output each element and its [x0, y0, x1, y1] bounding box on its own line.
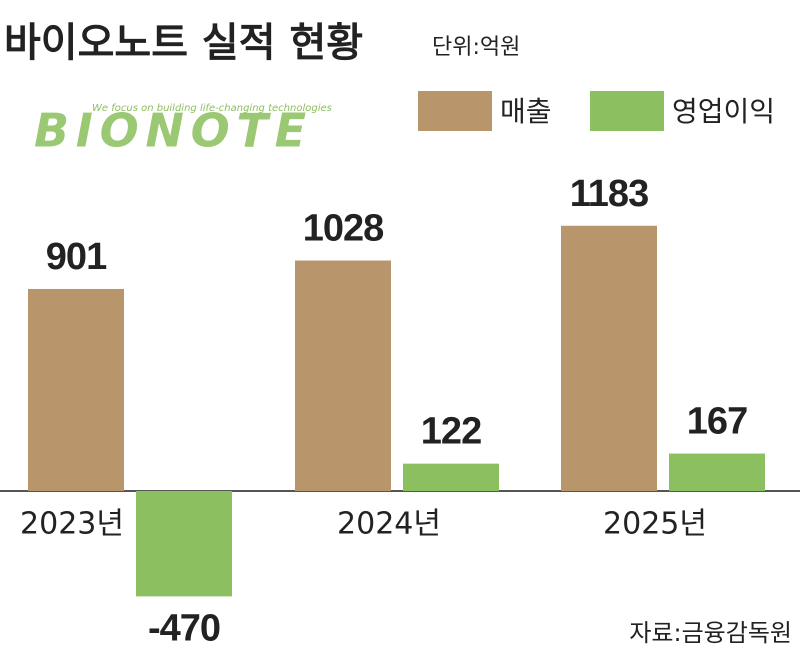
legend-label: 영업이익 [672, 95, 775, 128]
source: 자료:금융감독원 [629, 619, 792, 647]
logo: BIONOTE [34, 104, 306, 158]
value-label: 167 [687, 401, 747, 443]
legend-swatch [418, 91, 492, 131]
value-label: -470 [148, 607, 220, 649]
bar [136, 491, 232, 597]
value-label: 1028 [303, 208, 384, 250]
legend-swatch [590, 91, 664, 131]
value-label: 122 [421, 411, 481, 453]
chart-title: 바이오노트 실적 현황 [4, 20, 363, 66]
bar [295, 260, 391, 491]
logo-tagline: We focus on building life-changing techn… [92, 103, 332, 114]
x-tick-label: 2023년 [20, 507, 124, 542]
bar [561, 225, 657, 491]
bar [403, 463, 499, 491]
bar [669, 453, 765, 491]
x-tick-label: 2025년 [603, 507, 707, 542]
x-tick-label: 2024년 [337, 507, 441, 542]
legend-label: 매출 [500, 95, 552, 128]
value-label: 901 [46, 236, 107, 278]
value-label: 1183 [570, 173, 648, 215]
bar [28, 288, 124, 491]
chart-subtitle: 단위:억원 [432, 35, 520, 60]
